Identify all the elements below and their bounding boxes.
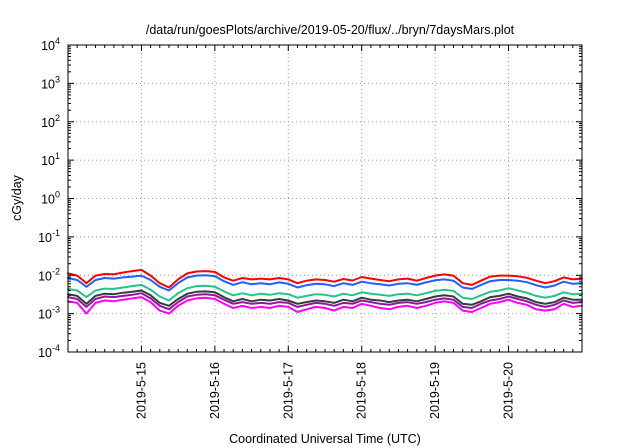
series-line bbox=[67, 292, 583, 311]
x-tick-label: 2019-5-16 bbox=[208, 362, 222, 419]
x-tick-label: 2019-5-20 bbox=[502, 362, 516, 419]
y-tick-label: 10-1 bbox=[38, 228, 60, 245]
y-tick-label: 10-3 bbox=[38, 305, 60, 322]
y-axis-label: cGy/day bbox=[10, 174, 24, 221]
x-tick-label: 2019-5-17 bbox=[281, 362, 295, 419]
grid-lines bbox=[68, 45, 582, 352]
y-tick-label: 104 bbox=[41, 36, 60, 53]
x-tick-label: 2019-5-18 bbox=[355, 362, 369, 419]
series-line bbox=[67, 296, 583, 315]
y-tick-label: 10-2 bbox=[38, 266, 60, 283]
y-axis: 10-4 10-3 10-2 10-1 100 101 102 103 104 bbox=[38, 36, 582, 360]
x-axis: 2019-5-15 2019-5-16 2019-5-17 2019-5-18 2019… bbox=[76, 45, 574, 419]
x-tick-label: 2019-5-15 bbox=[134, 362, 148, 419]
series-line bbox=[67, 274, 583, 292]
x-axis-label: Coordinated Universal Time (UTC) bbox=[229, 432, 421, 446]
y-tick-label: 102 bbox=[41, 113, 60, 130]
series-line bbox=[67, 289, 583, 307]
chart-title: /data/run/goesPlots/archive/2019-05-20/f… bbox=[146, 23, 515, 37]
y-tick-label: 100 bbox=[41, 190, 60, 207]
x-tick-label: 2019-5-19 bbox=[428, 362, 442, 419]
data-series bbox=[67, 268, 583, 315]
y-tick-label: 101 bbox=[41, 151, 60, 168]
y-tick-label: 10-4 bbox=[38, 343, 60, 360]
series-line bbox=[67, 283, 583, 302]
series-line bbox=[67, 268, 583, 289]
y-tick-label: 103 bbox=[41, 74, 60, 91]
